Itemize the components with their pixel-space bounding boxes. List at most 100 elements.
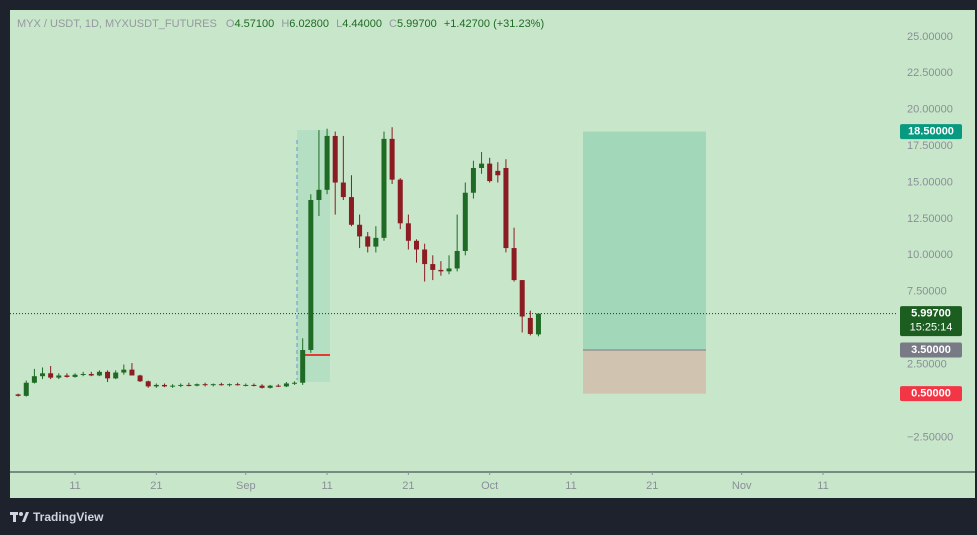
ohlc-key: L — [336, 18, 342, 30]
y-tick-label: 2.50000 — [907, 358, 947, 370]
price-tag-label: 3.50000 — [911, 344, 951, 356]
y-tick-label: 12.50000 — [907, 213, 953, 225]
candle-body — [422, 249, 428, 265]
candle-body — [519, 280, 525, 317]
price-tag — [900, 342, 962, 358]
ohlc-key: H — [281, 18, 289, 30]
x-tick-label: 11 — [565, 480, 576, 492]
candle-body — [178, 384, 184, 386]
candle-body — [80, 374, 86, 376]
price-tag-label: 0.50000 — [911, 388, 951, 400]
ohlc-value: 4.44000 — [342, 18, 382, 30]
candle-body — [373, 237, 379, 247]
candle-body — [56, 375, 62, 378]
candle-body — [267, 385, 273, 388]
candle-body — [235, 384, 241, 386]
x-tick-label: 21 — [402, 480, 414, 492]
y-tick-label: 10.00000 — [907, 249, 953, 261]
brand: TradingView — [33, 510, 104, 524]
candle-body — [365, 236, 371, 247]
candle-body — [487, 163, 493, 182]
candle-body — [348, 197, 354, 225]
price-tag-label: 18.50000 — [908, 125, 954, 137]
candle-body — [397, 179, 403, 224]
candle-body — [259, 385, 265, 388]
x-tick-label: 11 — [321, 480, 332, 492]
x-tick-label: 11 — [817, 480, 828, 492]
candle-body — [137, 375, 143, 382]
y-tick-label: 22.50000 — [907, 67, 953, 79]
candle-body — [527, 317, 533, 334]
candle-body — [121, 369, 127, 373]
candle-body — [218, 384, 224, 386]
profit-zone — [583, 131, 706, 350]
candle-body — [275, 385, 281, 387]
candle-body — [495, 170, 501, 176]
ohlc-key: C — [389, 18, 397, 30]
price-tag — [900, 124, 962, 140]
candle-body — [414, 240, 420, 250]
logo — [10, 512, 29, 522]
candle-body — [283, 383, 289, 387]
x-tick-label: Nov — [732, 480, 752, 492]
candle-body — [470, 167, 476, 193]
ohlc-value: 4.57100 — [234, 18, 274, 30]
symbol: MYX / USDT, 1D, MYXUSDT_FUTURES — [17, 18, 217, 30]
candle-body — [511, 248, 517, 281]
candle-body — [381, 138, 387, 238]
y-tick-label: 17.50000 — [907, 140, 953, 152]
x-tick-label: 21 — [150, 480, 162, 492]
candle-body — [145, 381, 151, 387]
price-tag-label: 5.99700 — [911, 308, 951, 320]
candle-body — [194, 384, 200, 386]
candle-body — [105, 371, 111, 379]
y-tick-label: 15.00000 — [907, 176, 953, 188]
change: +1.42700 (+31.23%) — [444, 18, 544, 30]
y-tick-label: −2.50000 — [907, 431, 953, 443]
candle-body — [462, 192, 468, 251]
candle-body — [88, 374, 94, 376]
y-tick-label: 7.50000 — [907, 286, 947, 298]
candle-body — [161, 384, 167, 387]
candle-body — [389, 138, 395, 180]
candle-body — [113, 372, 119, 379]
loss-zone — [583, 349, 706, 394]
header: MYX / USDT, 1D, MYXUSDT_FUTURES O4.57100… — [17, 18, 544, 30]
candle-body — [48, 373, 54, 378]
candle-body — [454, 250, 460, 269]
candle-body — [251, 384, 257, 386]
candle-body — [129, 369, 135, 376]
candle-body — [210, 384, 216, 386]
candle-body — [535, 313, 541, 335]
candle-body — [340, 182, 346, 198]
candle-body — [438, 269, 444, 272]
price-tag — [900, 386, 962, 402]
ohlc-key: O — [226, 18, 235, 30]
candle-body — [23, 382, 29, 396]
y-tick-label: 20.00000 — [907, 104, 953, 116]
candle-body — [31, 376, 37, 383]
x-tick-label: Sep — [236, 480, 256, 492]
candle-body — [503, 167, 509, 249]
x-tick-label: Oct — [481, 480, 498, 492]
candle-body — [64, 375, 70, 377]
candle-body — [300, 349, 306, 383]
plot: −2.500002.500005.000007.5000010.0000012.… — [10, 31, 962, 492]
candle-body — [243, 384, 249, 386]
candle-body — [405, 223, 411, 241]
candle-body — [446, 268, 452, 272]
candle-body — [324, 135, 330, 190]
candle-body — [227, 384, 233, 386]
x-tick-label: 21 — [646, 480, 658, 492]
candle-body — [186, 384, 192, 386]
candle-body — [40, 373, 46, 377]
candle-body — [72, 374, 78, 377]
candle-body — [479, 163, 485, 168]
candle-body — [308, 200, 314, 350]
candle-body — [316, 189, 322, 201]
candle-body — [357, 224, 363, 237]
candle-body — [430, 264, 436, 270]
pane — [10, 10, 975, 498]
